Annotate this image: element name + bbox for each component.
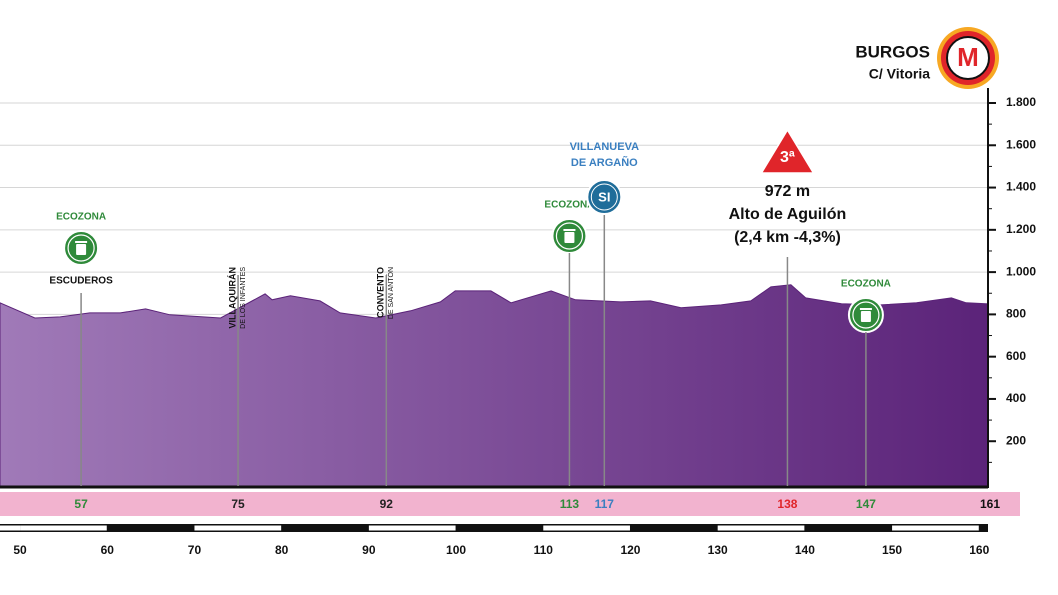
bin-lid [75, 241, 88, 243]
y-tick-label: 600 [1006, 349, 1026, 363]
x-tick-label: 60 [101, 543, 115, 557]
sprint-badge [586, 179, 623, 215]
x-tick-label: 100 [446, 543, 466, 557]
km-label: 92 [380, 497, 394, 511]
x-stripe [194, 525, 282, 531]
x-tick-label: 160 [969, 543, 989, 557]
sprint-badge-label: SI [598, 189, 610, 204]
km-label: 147 [856, 497, 876, 511]
sprint-ring [590, 183, 618, 211]
y-tick-label: 200 [1006, 433, 1026, 447]
climb-info: (2,4 km -4,3%) [734, 229, 841, 246]
y-tick-label: 1.600 [1006, 137, 1036, 151]
x-stripe [892, 525, 980, 531]
x-tick-label: 140 [795, 543, 815, 557]
ecozona-ring [67, 234, 95, 262]
finish-inner [946, 36, 990, 80]
bin-lid [563, 229, 576, 231]
climb-badge [760, 129, 815, 174]
ecozona-label: ECOZONA [544, 200, 594, 211]
km-label: 75 [231, 497, 245, 511]
x-tick-label: 70 [188, 543, 202, 557]
km-label: 161 [980, 497, 1000, 511]
bin-body [76, 244, 87, 255]
km-label: 57 [74, 497, 88, 511]
town-name: VILLAQUIRÁN [227, 267, 237, 329]
x-tick-label: 120 [620, 543, 640, 557]
x-stripe-base [0, 524, 988, 532]
x-tick-label: 80 [275, 543, 289, 557]
x-tick-label: 150 [882, 543, 902, 557]
x-tick-label: 110 [534, 543, 554, 557]
place-name: ESCUDEROS [49, 276, 113, 287]
climb-info: 972 m [765, 183, 810, 200]
climb-category: 3ª [780, 149, 795, 166]
km-band [0, 492, 1020, 516]
x-tick-label: 50 [13, 543, 27, 557]
km-label: 117 [595, 497, 615, 511]
finish-name: BURGOS [855, 42, 930, 61]
sprint-name: VILLANUEVA [570, 141, 640, 153]
x-stripe [543, 525, 631, 531]
ecozona-label: ECOZONA [841, 279, 891, 290]
town-name: DE SAN ANTÓN [386, 267, 395, 319]
bin-body [564, 232, 575, 243]
climb-info: Alto de Aguilón [729, 206, 847, 223]
bin-lid [859, 308, 872, 310]
town-name: CONVENTO [376, 267, 386, 318]
y-tick-label: 1.000 [1006, 264, 1036, 278]
y-tick-label: 800 [1006, 307, 1026, 321]
km-label: 138 [777, 497, 797, 511]
sprint-name: DE ARGAÑO [571, 156, 638, 169]
ecozona-label: ECOZONA [56, 212, 106, 223]
bin-body [860, 311, 871, 322]
y-tick-label: 1.200 [1006, 222, 1036, 236]
x-tick-label: 90 [362, 543, 376, 557]
y-tick-label: 1.800 [1006, 95, 1036, 109]
finish-badge: M [957, 42, 979, 72]
x-tick-label: 130 [708, 543, 728, 557]
x-stripe [368, 525, 457, 531]
x-stripe [0, 525, 21, 531]
x-stripe [20, 525, 108, 531]
finish-name: C/ Vitoria [869, 66, 930, 82]
ecozona-ring [555, 222, 584, 250]
town-name: DE LOS INFANTES [240, 267, 247, 329]
km-label: 113 [560, 497, 580, 511]
ecozona-ring [852, 301, 880, 329]
y-tick-label: 1.400 [1006, 180, 1036, 194]
x-stripe [717, 525, 805, 531]
y-tick-label: 400 [1006, 391, 1026, 405]
elevation-area [0, 284, 989, 488]
